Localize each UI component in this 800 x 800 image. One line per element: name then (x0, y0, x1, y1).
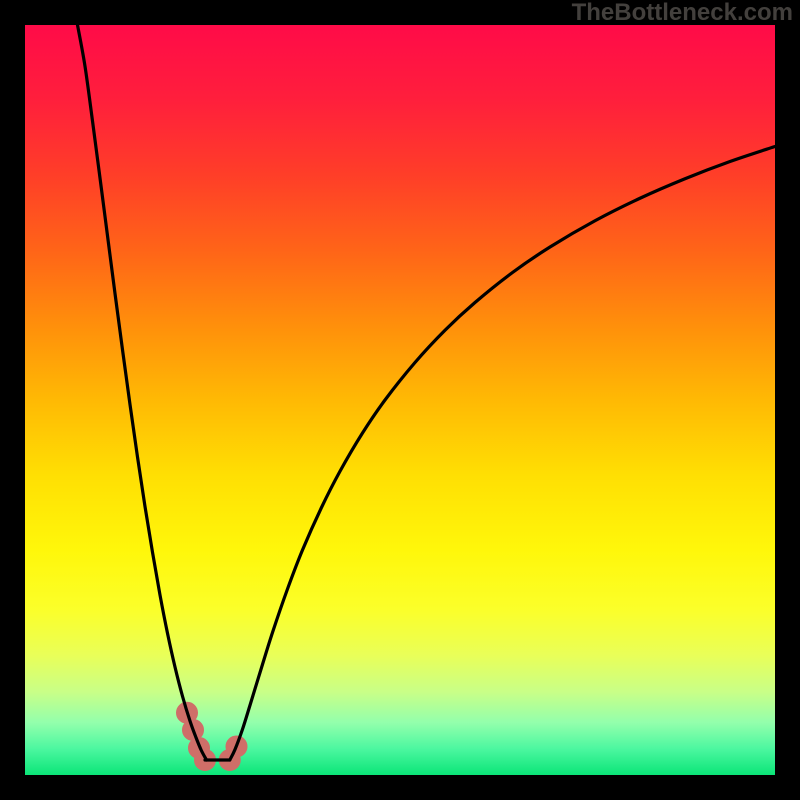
curve-right (230, 147, 775, 761)
figure-root: TheBottleneck.com (0, 0, 800, 800)
watermark-label: TheBottleneck.com (572, 0, 793, 27)
chart-svg (25, 25, 775, 775)
curve-left (78, 25, 207, 760)
plot-area (25, 25, 775, 775)
